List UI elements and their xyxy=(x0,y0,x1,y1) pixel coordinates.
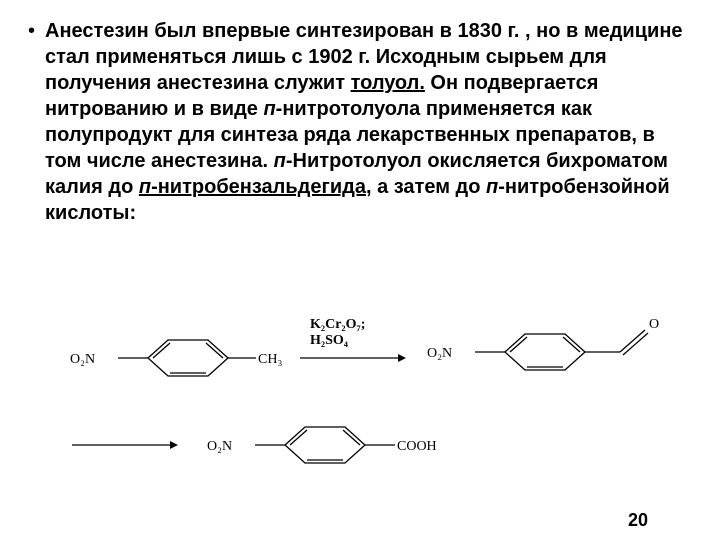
page-number: 20 xyxy=(628,510,648,531)
molecule-nitrobenzaldehyde: O₂N O xyxy=(415,300,675,390)
label-o2n: O₂N xyxy=(70,352,95,367)
main-paragraph: Анестезин был впервые синтезирован в 183… xyxy=(45,18,692,226)
reaction-arrow-1 xyxy=(298,348,408,368)
label-cooh: COOH xyxy=(397,439,437,454)
label-o: O xyxy=(649,317,659,332)
reaction-arrow-2 xyxy=(70,435,180,455)
molecule-nitrobenzoic-acid: O₂N COOH xyxy=(195,405,465,485)
reagent-text: K₂Cr₂O₇; H₂SO₄ xyxy=(310,317,365,349)
label-o2n-3: O₂N xyxy=(207,439,232,454)
molecule-nitrotoluene: O₂N CH₃ xyxy=(58,318,288,398)
label-o2n-2: O₂N xyxy=(427,346,452,361)
bullet-dot: • xyxy=(28,18,35,44)
label-ch3: CH₃ xyxy=(258,352,282,367)
